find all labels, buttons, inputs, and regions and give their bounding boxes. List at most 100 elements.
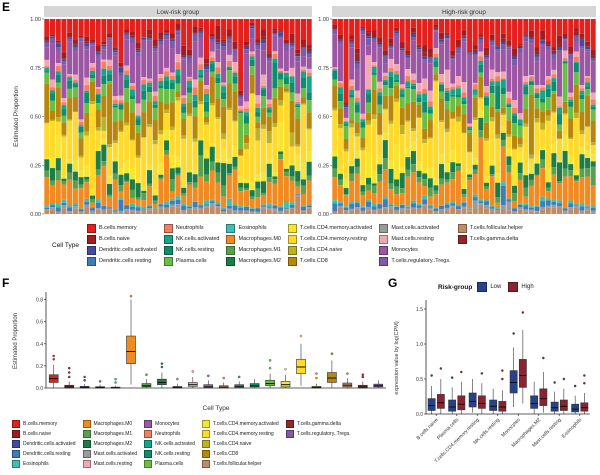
box [489, 388, 498, 414]
legend-label: Dendritic.cells.activated [98, 247, 157, 253]
legend-item: Monocytes [379, 246, 450, 255]
legend-label: T.cells.CD4.naive [212, 440, 252, 447]
legend-item: T.cells.CD4.memory.activated [201, 420, 279, 428]
box [358, 373, 368, 389]
legend-item: B.cells.memory [12, 420, 76, 428]
legend-label: T.cells.CD4.naive [299, 247, 343, 253]
legend-label: T.cells.CD4.memory.resting [299, 236, 367, 242]
legend-label: NK.cells.resting [175, 247, 214, 253]
legend-swatch [201, 430, 210, 438]
legend-swatch [144, 450, 153, 458]
box [172, 377, 183, 389]
legend-item: Eosinophils [12, 460, 76, 468]
legend-swatch [12, 440, 20, 448]
svg-text:Cell Type: Cell Type [203, 405, 230, 412]
box [559, 377, 568, 414]
legend-item: T.cells.CD4.memory.resting [201, 430, 279, 438]
legend-swatch [285, 430, 294, 438]
legend-label: T.cells.follicular.helper [212, 460, 262, 467]
box [580, 374, 589, 414]
svg-text:0.00: 0.00 [30, 212, 41, 218]
legend-swatch [163, 224, 173, 233]
legend-item: Neutrophils [144, 430, 195, 438]
legend-item: Monocytes [144, 420, 195, 428]
legend-item: Macrophages.M0 [226, 235, 281, 244]
box [126, 294, 136, 385]
legend-label: Neutrophils [175, 225, 204, 231]
legend-item: NK.cells.resting [163, 246, 220, 255]
svg-text:Eosinophils: Eosinophils [561, 417, 584, 440]
legend-swatch [226, 224, 236, 233]
legend-label: Monocytes [155, 420, 180, 427]
legend-item: Macrophages.M1 [226, 246, 281, 255]
box [342, 372, 353, 388]
legend-label: Mast.cells.resting [391, 236, 434, 242]
legend-item: T.cells.CD4.memory.resting [287, 235, 372, 244]
legend-item: Neutrophils [163, 224, 220, 233]
panel-g-legend-items: Low High [477, 282, 540, 292]
legend-label: Dendritic.cells.resting [98, 258, 152, 264]
legend-item: Macrophages.M2 [226, 257, 281, 266]
legend-label: B.cells.memory [98, 225, 137, 231]
legend-label: T.cells.gamma.delta [469, 236, 519, 242]
legend-label: T.cells.regulatory..Tregs. [391, 258, 451, 264]
box [448, 376, 457, 414]
legend-label: B.cells.naive [98, 236, 130, 242]
legend-label: NK.cells.resting [155, 450, 190, 457]
legend-swatch [201, 460, 210, 468]
legend-label: T.cells.CD4.memory.activated [299, 225, 373, 231]
legend-label: Monocytes [391, 247, 418, 253]
box [249, 379, 260, 388]
legend-swatch [12, 430, 20, 438]
legend-item: Mast.cells.resting [379, 235, 450, 244]
legend-swatch [12, 450, 20, 458]
facet-high-risk: High-risk group 0.00 0.25 0.50 0.75 1.00 [318, 6, 596, 218]
legend-label: Neutrophils [155, 430, 181, 437]
legend-item: Macrophages.M1 [82, 430, 138, 438]
legend-swatch [287, 246, 297, 255]
legend-label: Plasma.cells [155, 460, 184, 467]
risk-group-swatch [508, 282, 519, 292]
legend-label: Macrophages.M1 [238, 247, 281, 253]
legend-label: Mast.cells.resting [93, 460, 133, 467]
svg-text:High-risk group: High-risk group [442, 9, 486, 16]
panel-g-chart: 0.0 0.5 1.0 1.5 expression value by log(CPM)… [394, 300, 590, 464]
legend-swatch [226, 235, 236, 244]
panel-e-legend-columns: B.cells.memory B.cells.naive Dendritic.cel… [86, 224, 523, 266]
box [280, 367, 291, 388]
svg-text:0.4: 0.4 [36, 342, 43, 348]
legend-swatch [226, 246, 236, 255]
legend-item: Plasma.cells [163, 257, 220, 266]
box [550, 381, 559, 414]
legend-item: Macrophages.M2 [82, 440, 138, 448]
legend-item: T.cells.CD4.naive [287, 246, 372, 255]
legend-column: T.cells.follicular.helper T.cells.gamma.d… [457, 224, 523, 266]
legend-item: B.cells.memory [86, 224, 157, 233]
legend-swatch [457, 224, 467, 233]
legend-item: T.cells.CD4.naive [201, 440, 279, 448]
legend-item: Dendritic.cells.resting [86, 257, 157, 266]
box [296, 334, 306, 386]
legend-swatch [86, 235, 96, 244]
box [436, 367, 445, 414]
panel-e-chart: Estimated Proportion Low-risk group 0.00 0.… [13, 6, 596, 218]
box [265, 359, 275, 388]
box [571, 384, 580, 414]
svg-text:Low-risk group: Low-risk group [157, 9, 200, 16]
box [530, 381, 539, 414]
legend-item: Eosinophils [226, 224, 281, 233]
box [203, 374, 214, 388]
box [95, 380, 105, 389]
legend-item: Mast.cells.activated [82, 450, 137, 458]
svg-text:0.25: 0.25 [30, 163, 41, 169]
panel-e-label: E [2, 0, 11, 14]
risk-group-legend-item: Low [477, 282, 501, 292]
legend-label: Macrophages.M0 [238, 236, 281, 242]
svg-text:1.00: 1.00 [318, 17, 329, 23]
svg-text:0.75: 0.75 [318, 66, 329, 72]
box [427, 374, 436, 414]
box [218, 376, 229, 389]
legend-item: T.cells.CD8 [201, 450, 279, 458]
svg-text:0.50: 0.50 [30, 115, 41, 121]
